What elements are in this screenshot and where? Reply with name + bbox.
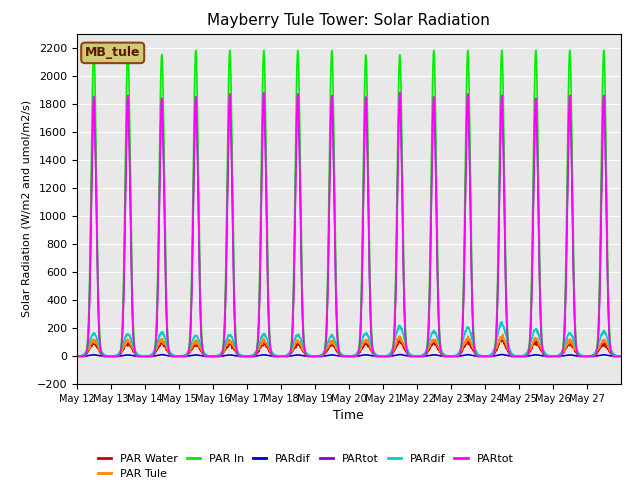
PARtot: [617, 353, 625, 359]
PAR Water: [244, 353, 252, 359]
PARtot: [513, 353, 520, 359]
PARtot: [381, 353, 389, 359]
PAR Tule: [381, 353, 389, 359]
Legend: PAR Water, PAR Tule, PAR In, PARdif, PARtot, PARdif, PARtot: PAR Water, PAR Tule, PAR In, PARdif, PAR…: [93, 449, 518, 480]
PAR In: [513, 353, 520, 359]
PARtot: [127, 253, 135, 259]
X-axis label: Time: Time: [333, 409, 364, 422]
PAR Tule: [609, 352, 617, 358]
PARtot: [244, 353, 252, 359]
PARdif: [498, 352, 506, 358]
PARtot: [617, 353, 625, 359]
PAR In: [73, 353, 81, 359]
PARtot: [127, 247, 135, 253]
Line: PARdif: PARdif: [77, 322, 621, 356]
PAR Tule: [543, 353, 551, 359]
PARtot: [260, 93, 268, 98]
PAR Water: [73, 353, 81, 359]
PARtot: [513, 353, 520, 359]
PAR In: [617, 353, 625, 359]
Line: PAR In: PAR In: [77, 50, 621, 356]
PAR In: [127, 223, 135, 228]
PARdif: [381, 353, 389, 359]
PARdif: [609, 351, 617, 357]
Line: PARtot: PARtot: [77, 96, 621, 356]
PAR Water: [609, 352, 617, 358]
PARdif: [73, 353, 81, 359]
PAR Water: [381, 353, 389, 359]
PAR Tule: [244, 353, 252, 359]
PAR Water: [513, 353, 520, 359]
PARdif: [381, 353, 389, 359]
PARdif: [498, 319, 506, 325]
PARtot: [260, 90, 268, 96]
PARdif: [513, 353, 520, 359]
PARdif: [244, 353, 252, 359]
PAR In: [609, 353, 617, 359]
PAR Water: [543, 353, 551, 359]
PARdif: [617, 353, 625, 359]
PARdif: [543, 352, 551, 358]
PARtot: [381, 353, 389, 359]
Line: PARdif: PARdif: [77, 355, 621, 356]
PARtot: [609, 353, 617, 359]
PARdif: [543, 353, 551, 359]
PARdif: [513, 353, 520, 359]
PARdif: [609, 353, 617, 359]
PARtot: [244, 353, 252, 359]
PAR In: [543, 353, 551, 359]
Line: PAR Tule: PAR Tule: [77, 334, 621, 356]
PARtot: [543, 353, 551, 359]
PARdif: [127, 352, 135, 358]
PARtot: [73, 353, 81, 359]
PARdif: [127, 336, 135, 342]
PARtot: [73, 353, 81, 359]
PARdif: [244, 353, 252, 359]
PAR Water: [127, 344, 135, 349]
PAR Tule: [127, 341, 135, 347]
Text: MB_tule: MB_tule: [85, 47, 140, 60]
Line: PAR Water: PAR Water: [77, 339, 621, 356]
Y-axis label: Solar Radiation (W/m2 and umol/m2/s): Solar Radiation (W/m2 and umol/m2/s): [21, 100, 31, 317]
PARtot: [543, 353, 551, 359]
PAR Tule: [73, 353, 81, 359]
PAR Tule: [617, 353, 625, 359]
PAR In: [244, 353, 252, 359]
PAR Tule: [499, 331, 507, 337]
PARdif: [73, 353, 81, 359]
PARtot: [609, 353, 617, 359]
PAR Water: [497, 336, 505, 342]
PAR Tule: [513, 353, 520, 359]
Line: PARtot: PARtot: [77, 93, 621, 356]
PAR In: [600, 48, 607, 53]
PARdif: [617, 353, 625, 359]
Title: Mayberry Tule Tower: Solar Radiation: Mayberry Tule Tower: Solar Radiation: [207, 13, 490, 28]
PAR Water: [617, 353, 625, 359]
PAR In: [381, 353, 389, 359]
